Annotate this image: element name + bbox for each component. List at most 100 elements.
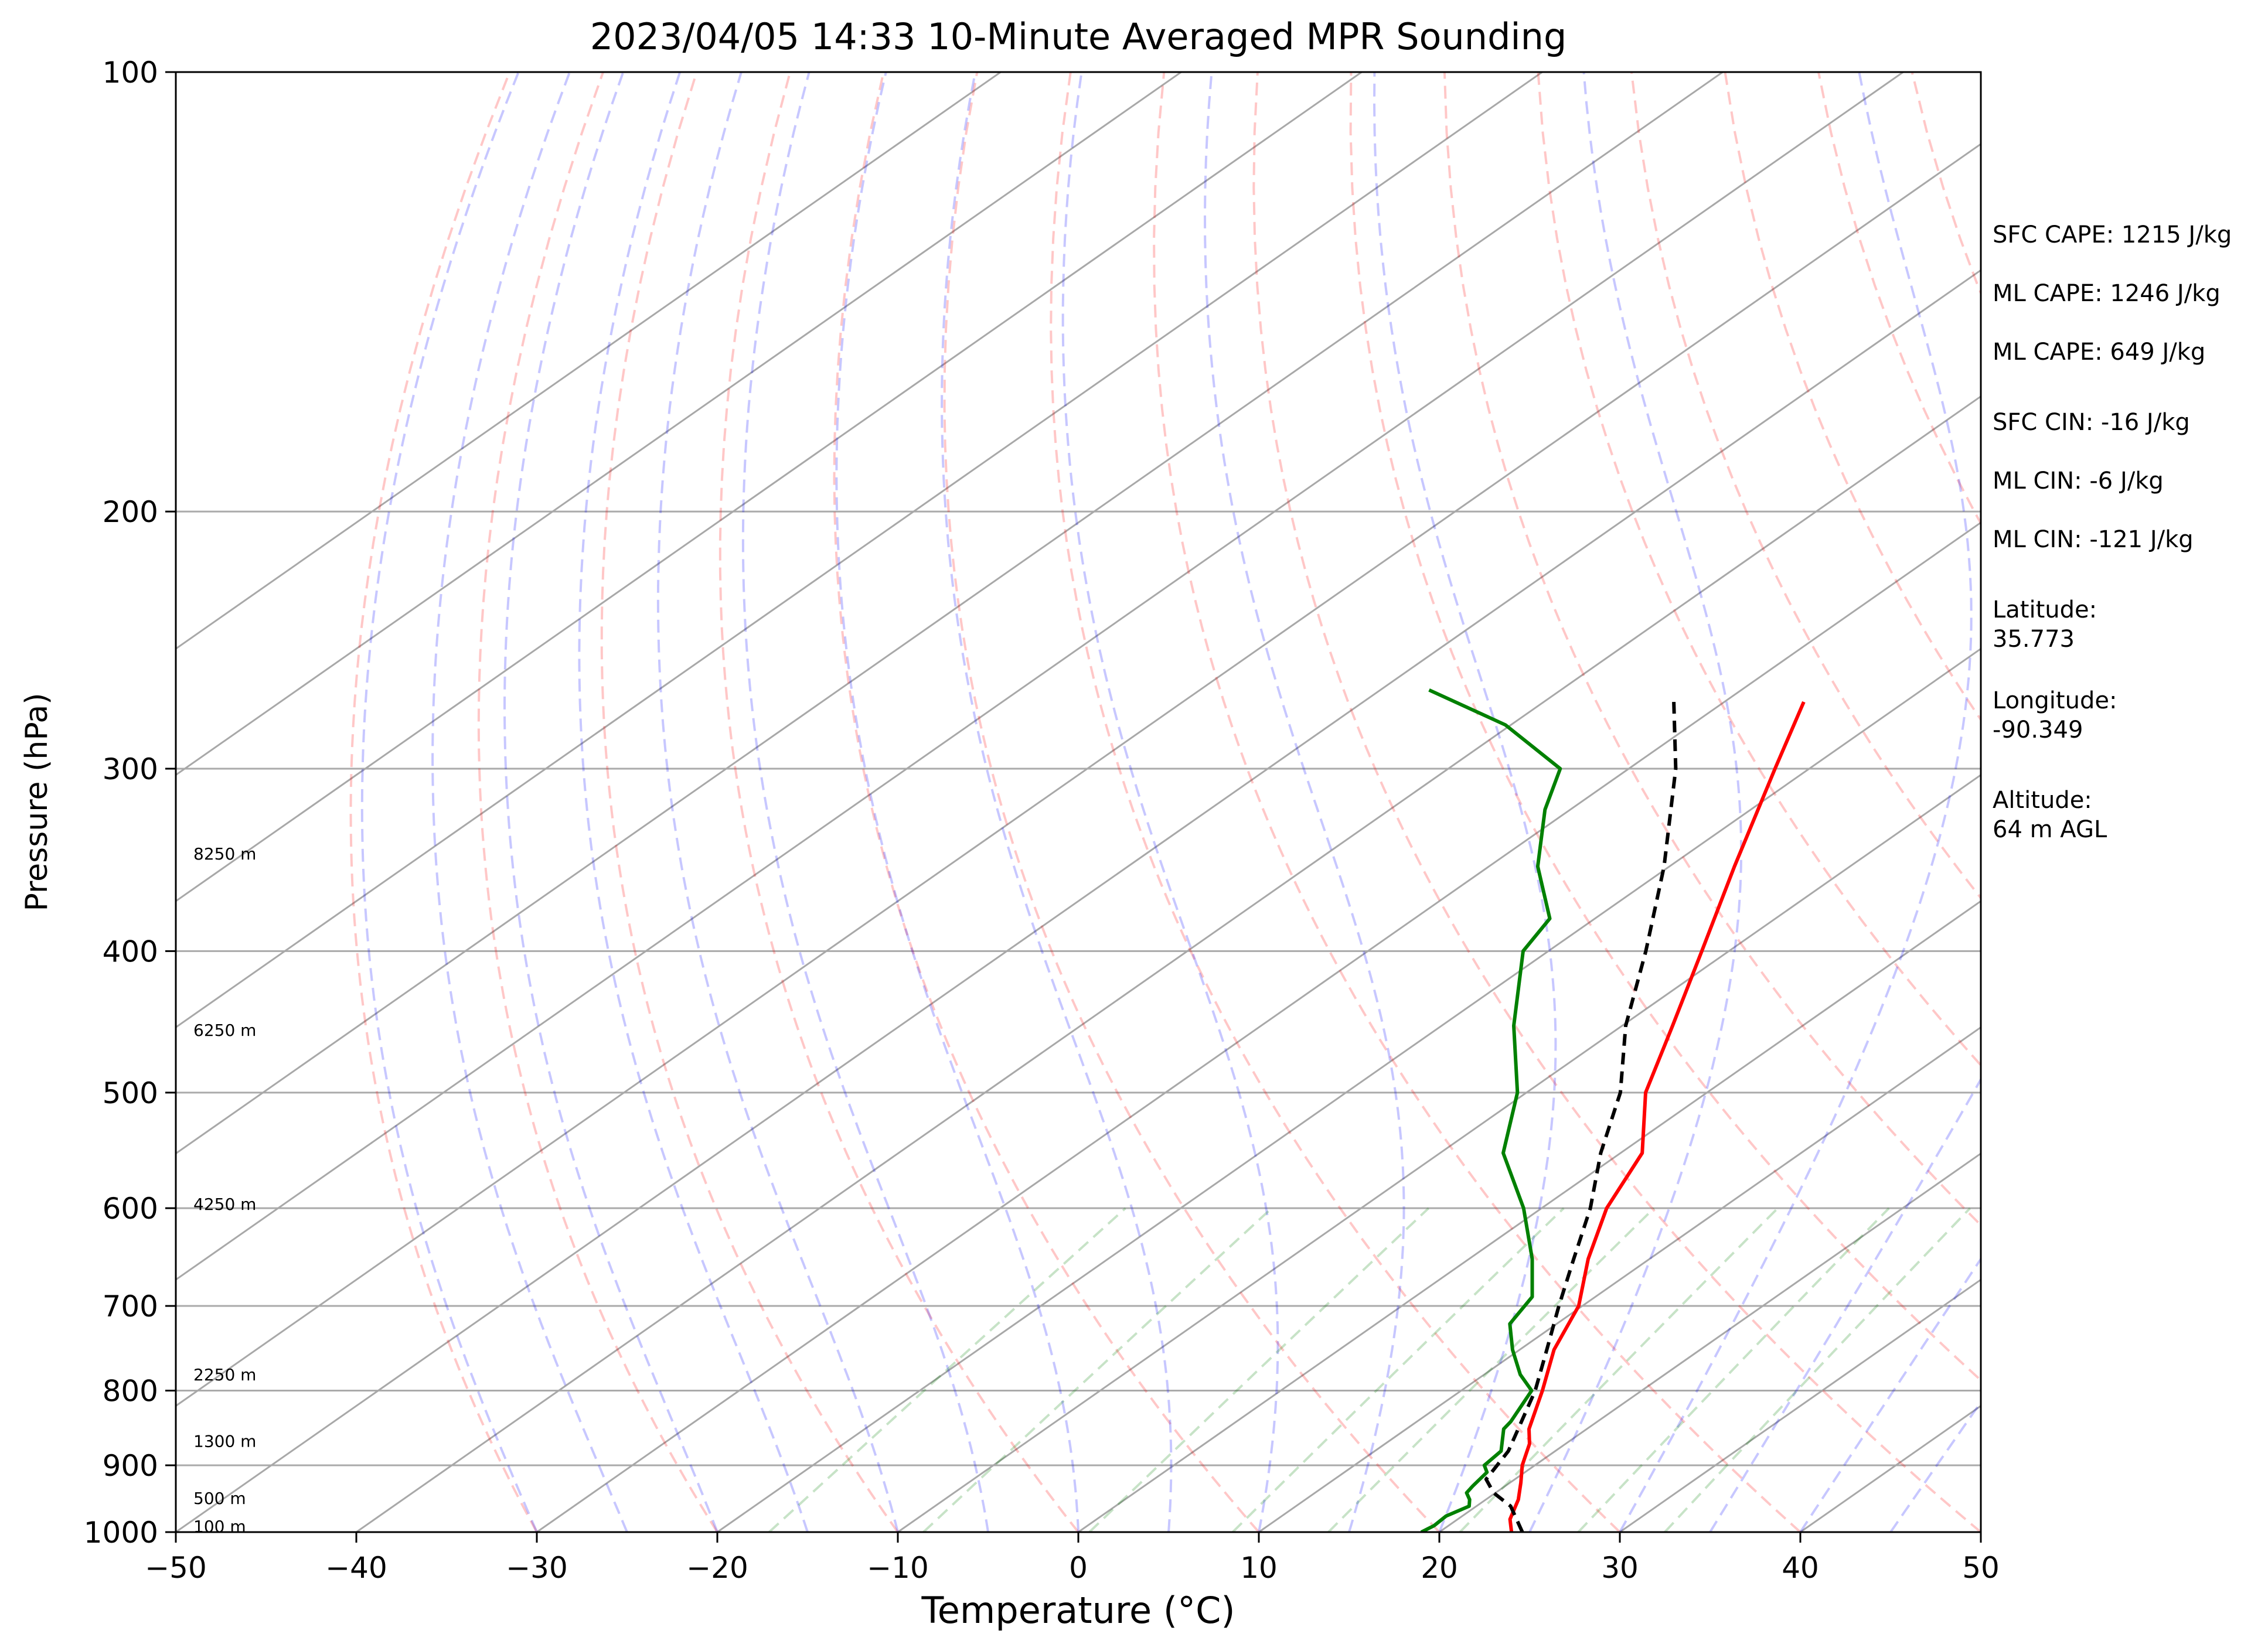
moist-adiabat-line: [941, 72, 1173, 1532]
x-tick-label: −40: [325, 1551, 387, 1585]
isotherm-line: [176, 269, 1981, 1532]
height-label: 8250 m: [193, 844, 256, 864]
moist-adiabat-line: [1528, 72, 1742, 1532]
moist-adiabat-line: [1619, 72, 1973, 1532]
y-tick-label: 300: [103, 752, 158, 786]
isotherm-line: [176, 72, 1724, 1155]
stats-text: SFC CIN: -16 J/kg: [1993, 409, 2190, 436]
y-tick-label: 1000: [84, 1516, 158, 1550]
stats-text: 64 m AGL: [1993, 816, 2107, 843]
x-tick-label: −20: [686, 1551, 748, 1585]
moist-adiabat-line: [741, 72, 989, 1532]
x-tick-label: 50: [1962, 1551, 2000, 1585]
isotherm-line: [176, 142, 1981, 1407]
stats-panel: SFC CAPE: 1215 J/kg ML CAPE: 1246 J/kg ML …: [1993, 221, 2232, 843]
isotherm-line: [536, 521, 1981, 1532]
isotherm-line: [176, 72, 1182, 776]
mixing-ratio-line: [922, 1207, 1273, 1532]
moist-adiabat-line: [503, 72, 718, 1532]
dry-adiabat-line: [349, 72, 538, 1532]
x-tick-label: 20: [1421, 1551, 1458, 1585]
moist-adiabat-line: [431, 72, 628, 1532]
stats-text: SFC CAPE: 1215 J/kg: [1993, 221, 2232, 248]
dry-adiabat-line: [1349, 72, 1981, 1382]
moist-adiabat-line: [1203, 72, 1405, 1532]
profiles: [1420, 688, 1806, 1532]
isotherm-line: [176, 72, 1904, 1281]
y-tick-label: 200: [103, 495, 158, 529]
isotherm-line: [356, 395, 1981, 1532]
stats-text: Longitude:: [1993, 687, 2117, 714]
axis-ticks: −50 −40 −30 −20 −10 0 10 20 30 40 50 100 200 300 400 50…: [84, 56, 2000, 1585]
background-lines: [176, 72, 1981, 1532]
mixing-ratio-line: [1231, 1207, 1565, 1532]
dry-adiabat-line: [600, 72, 899, 1532]
stats-text: 35.773: [1993, 626, 2075, 653]
mixing-ratio-line: [768, 1207, 1126, 1532]
moist-adiabat-line: [360, 72, 538, 1532]
moist-adiabat-line: [1799, 1257, 1981, 1532]
y-tick-label: 700: [103, 1290, 158, 1324]
y-tick-label: 800: [103, 1374, 158, 1408]
dry-adiabat-line: [1537, 72, 1981, 1067]
isotherm-line: [176, 72, 1363, 902]
stats-text: ML CAPE: 649 J/kg: [1993, 339, 2205, 366]
dry-adiabat-line: [718, 72, 1079, 1532]
height-label: 100 m: [193, 1517, 246, 1536]
stats-text: Latitude:: [1993, 596, 2097, 623]
y-axis-label: Pressure (hPa): [19, 693, 55, 912]
isotherm-line: [1619, 1278, 1981, 1532]
x-tick-label: 0: [1069, 1551, 1088, 1585]
y-tick-label: 100: [103, 56, 158, 90]
x-tick-label: −10: [867, 1551, 929, 1585]
dewpoint-line: [1420, 688, 1562, 1532]
isotherm-line: [897, 773, 1981, 1532]
height-label: 6250 m: [193, 1021, 256, 1040]
moist-adiabat-line: [1373, 72, 1557, 1532]
y-tick-label: 500: [103, 1076, 158, 1110]
height-labels: 8250 m 6250 m 4250 m 2250 m 1300 m 500 m 100 m: [193, 844, 256, 1536]
isotherm-line: [176, 72, 1543, 1029]
stats-text: -90.349: [1993, 717, 2083, 743]
moist-adiabat-line: [835, 72, 1079, 1532]
mixing-ratio-line: [1577, 1207, 1890, 1532]
dry-adiabat-line: [477, 72, 718, 1532]
mixing-ratio-line: [1459, 1207, 1779, 1532]
dry-adiabat-line: [1252, 72, 1981, 1532]
x-tick-label: −30: [506, 1551, 568, 1585]
dry-adiabat-line: [1630, 72, 1981, 900]
y-tick-label: 400: [103, 934, 158, 968]
stats-text: ML CIN: -6 J/kg: [1993, 468, 2164, 494]
stats-text: ML CIN: -121 J/kg: [1993, 526, 2194, 553]
moist-adiabat-line: [656, 72, 899, 1532]
dry-adiabat-line: [1153, 72, 1802, 1532]
mixing-ratio-line: [1088, 1207, 1430, 1532]
height-label: 2250 m: [193, 1365, 256, 1384]
moist-adiabat-line: [1709, 1077, 1981, 1532]
isotherm-line: [1439, 1152, 1981, 1532]
x-tick-label: 30: [1601, 1551, 1639, 1585]
x-tick-label: −50: [145, 1551, 207, 1585]
y-tick-label: 600: [103, 1192, 158, 1226]
x-tick-label: 10: [1240, 1551, 1278, 1585]
isotherm-line: [176, 72, 1002, 650]
isotherm-line: [1078, 900, 1981, 1532]
height-label: 4250 m: [193, 1195, 256, 1214]
x-tick-label: 40: [1782, 1551, 1819, 1585]
height-label: 500 m: [193, 1489, 246, 1508]
chart-title: 2023/04/05 14:33 10-Minute Averaged MPR …: [590, 15, 1567, 58]
temperature-line: [1508, 701, 1806, 1532]
isotherm-line: [1258, 1026, 1981, 1532]
stats-text: ML CAPE: 1246 J/kg: [1993, 280, 2221, 307]
y-tick-label: 900: [103, 1449, 158, 1483]
x-axis-label: Temperature (°C): [921, 1589, 1235, 1632]
height-label: 1300 m: [193, 1431, 256, 1451]
dry-adiabat-line: [1443, 72, 1981, 1227]
dry-adiabat-line: [1724, 72, 1981, 722]
moist-adiabat-line: [1061, 72, 1279, 1532]
moist-adiabat-line: [578, 72, 809, 1532]
dry-adiabat-line: [1050, 72, 1621, 1532]
stats-text: Altitude:: [1993, 787, 2092, 814]
dry-adiabat-line: [833, 72, 1260, 1532]
